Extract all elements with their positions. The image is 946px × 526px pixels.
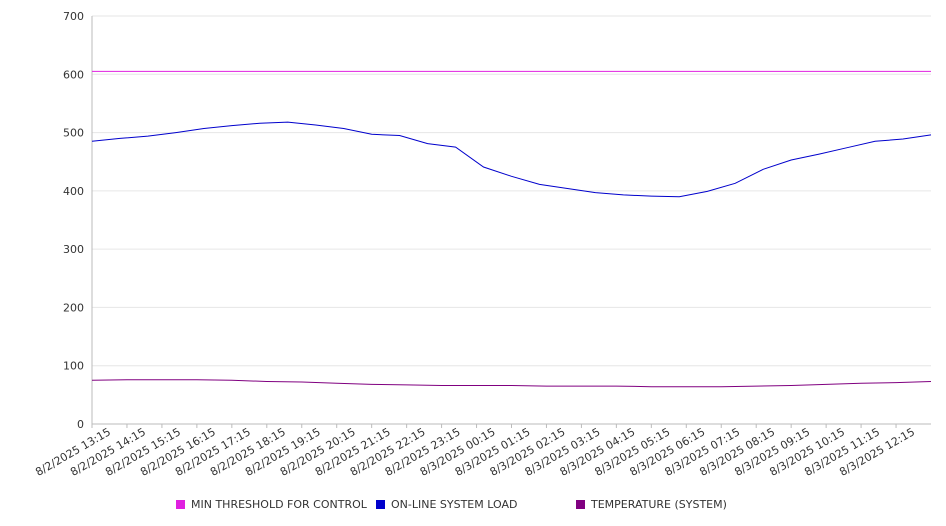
y-tick-label: 200 bbox=[63, 301, 84, 314]
legend-item-temperature[interactable]: TEMPERATURE (SYSTEM) bbox=[576, 498, 727, 511]
y-tick-label: 400 bbox=[63, 185, 84, 198]
legend-item-min-threshold[interactable]: MIN THRESHOLD FOR CONTROL bbox=[176, 498, 367, 511]
legend-label-temperature: TEMPERATURE (SYSTEM) bbox=[591, 498, 727, 511]
series-line-2 bbox=[91, 379, 932, 388]
y-tick-label: 500 bbox=[63, 127, 84, 140]
y-tick-label: 100 bbox=[63, 360, 84, 373]
y-tick-label: 300 bbox=[63, 243, 84, 256]
y-tick-label: 700 bbox=[63, 10, 84, 23]
legend-item-system-load[interactable]: ON-LINE SYSTEM LOAD bbox=[376, 498, 517, 511]
series-line-1 bbox=[91, 121, 932, 198]
legend-label-system-load: ON-LINE SYSTEM LOAD bbox=[391, 498, 518, 511]
legend-swatch-min-threshold bbox=[176, 500, 185, 509]
legend-swatch-temperature bbox=[576, 500, 585, 509]
y-tick-label: 0 bbox=[77, 418, 84, 431]
legend-label-min-threshold: MIN THRESHOLD FOR CONTROL bbox=[191, 498, 367, 511]
legend: MIN THRESHOLD FOR CONTROL ON-LINE SYSTEM… bbox=[0, 498, 946, 514]
legend-swatch-system-load bbox=[376, 500, 385, 509]
y-tick-label: 600 bbox=[63, 68, 84, 81]
